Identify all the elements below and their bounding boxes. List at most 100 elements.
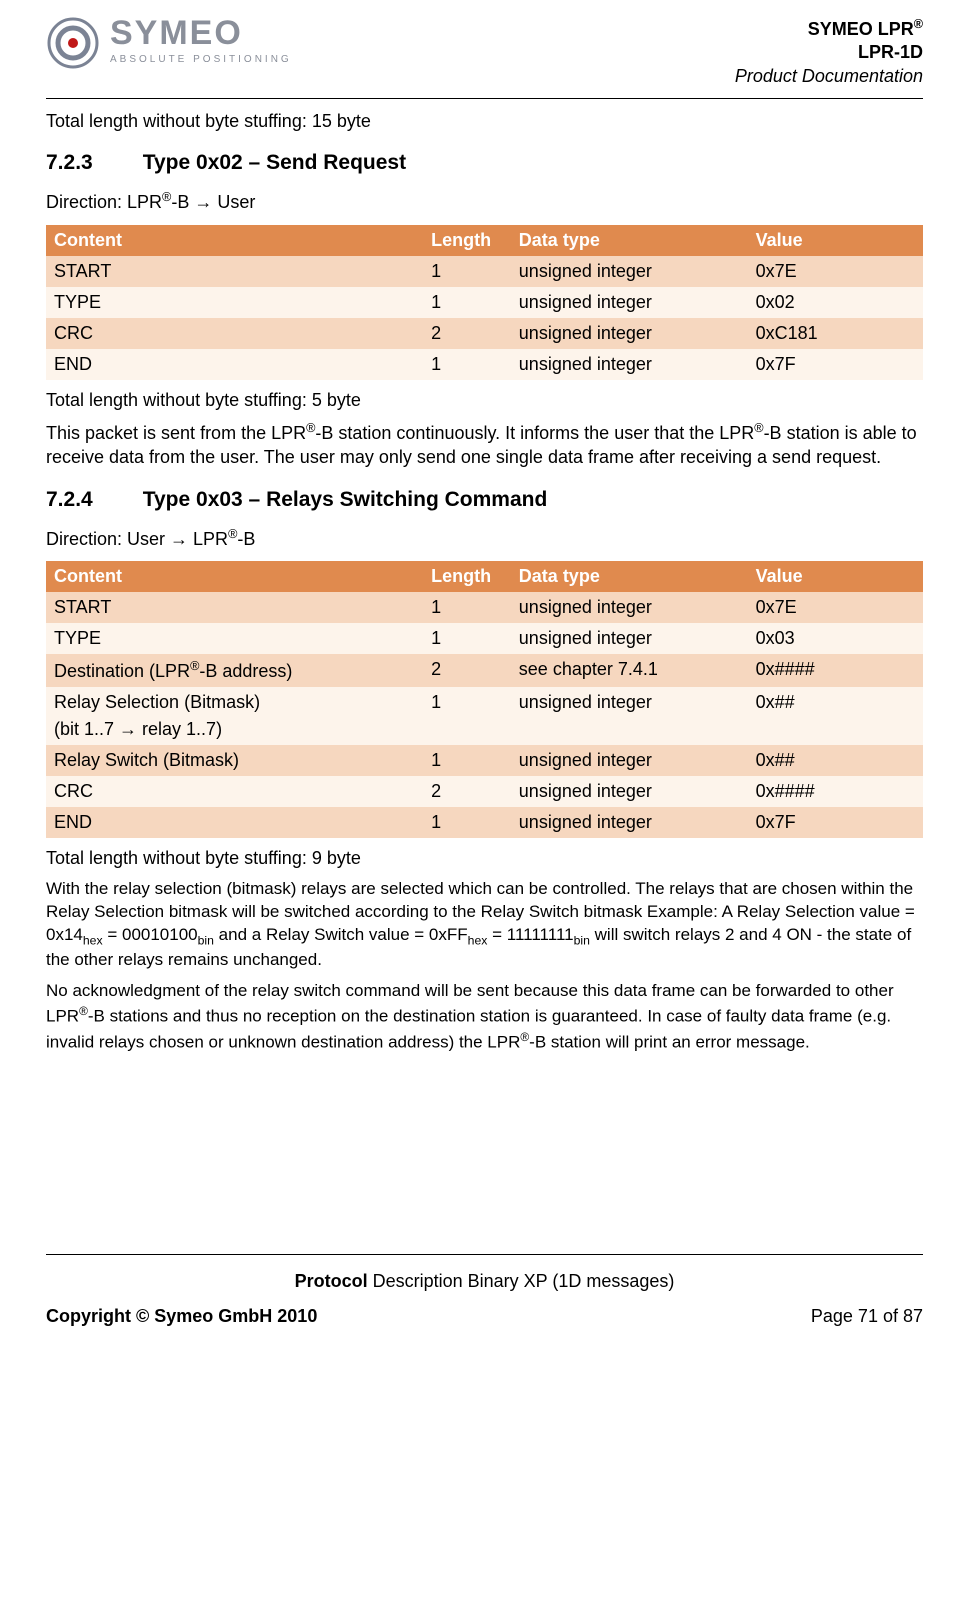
cell: 1 (423, 807, 511, 838)
cell: TYPE (46, 623, 423, 654)
text: = 11111111 (487, 925, 573, 944)
text: (bit 1..7 → relay 1..7) (54, 719, 415, 740)
registered-sup: ® (228, 527, 237, 541)
cell: 1 (423, 349, 511, 380)
registered-sup: ® (520, 1030, 529, 1044)
table-row: END 1 unsigned integer 0x7F (46, 349, 923, 380)
registered-sup: ® (914, 17, 923, 31)
footer-rule (46, 1254, 923, 1255)
cell: START (46, 256, 423, 287)
text: Destination (LPR (54, 661, 190, 681)
direction-2: Direction: User → LPR®-B (46, 526, 923, 551)
cell: 0x7F (748, 807, 923, 838)
footer: Protocol Description Binary XP (1D messa… (46, 1254, 923, 1327)
table-row: Relay Switch (Bitmask) 1 unsigned intege… (46, 745, 923, 776)
table-row: START 1 unsigned integer 0x7E (46, 592, 923, 623)
cell: 0x#### (748, 776, 923, 807)
cell: 0x03 (748, 623, 923, 654)
cell: 0x7F (748, 349, 923, 380)
cell: 0x## (748, 745, 923, 776)
section-num: 7.2.3 (46, 151, 93, 175)
th-value: Value (748, 561, 923, 592)
table-row: TYPE 1 unsigned integer 0x02 (46, 287, 923, 318)
direction-2-suffix: -B (237, 529, 255, 549)
text: Relay Selection (Bitmask) (54, 692, 415, 713)
page: SYMEO ABSOLUTE POSITIONING SYMEO LPR® LP… (0, 0, 969, 1357)
brand-main: SYMEO (110, 16, 292, 50)
section-7-2-4-heading: 7.2.4 Type 0x03 – Relays Switching Comman… (46, 488, 923, 512)
table-row: CRC 2 unsigned integer 0xC181 (46, 318, 923, 349)
cell: 1 (423, 623, 511, 654)
cell: 1 (423, 287, 511, 318)
after-t1-line: Total length without byte stuffing: 5 by… (46, 388, 923, 412)
cell: unsigned integer (511, 287, 748, 318)
section-title: Type 0x02 – Send Request (143, 151, 406, 174)
cell: START (46, 592, 423, 623)
table-head: Content Length Data type Value (46, 561, 923, 592)
th-dtype: Data type (511, 561, 748, 592)
section-title: Type 0x03 – Relays Switching Command (143, 488, 548, 511)
header-line1-text: SYMEO LPR (808, 19, 914, 39)
sub: bin (574, 934, 590, 948)
header-line2: LPR-1D (735, 41, 923, 64)
direction-1-prefix: Direction: LPR (46, 192, 162, 212)
table-head: Content Length Data type Value (46, 225, 923, 256)
cell: CRC (46, 776, 423, 807)
brand-sub: ABSOLUTE POSITIONING (110, 54, 292, 65)
cell: 2 (423, 776, 511, 807)
table-relays-command: Content Length Data type Value START 1 u… (46, 561, 923, 838)
registered-sup: ® (79, 1004, 88, 1018)
th-length: Length (423, 561, 511, 592)
registered-sup: ® (190, 659, 199, 673)
footer-center-strong: Protocol (295, 1271, 368, 1291)
section-num: 7.2.4 (46, 488, 93, 512)
th-content: Content (46, 561, 423, 592)
th-content: Content (46, 225, 423, 256)
cell: 0x#### (748, 654, 923, 687)
logo-text: SYMEO ABSOLUTE POSITIONING (110, 16, 292, 65)
cell: unsigned integer (511, 318, 748, 349)
header-line1: SYMEO LPR® (735, 16, 923, 41)
cell: 1 (423, 592, 511, 623)
direction-1: Direction: LPR®-B → User (46, 189, 923, 214)
footer-center-rest: Description Binary XP (1D messages) (368, 1271, 675, 1291)
page-number: Page 71 of 87 (811, 1306, 923, 1327)
logo-block: SYMEO ABSOLUTE POSITIONING (46, 16, 292, 75)
sub: hex (83, 934, 103, 948)
header-line3: Product Documentation (735, 65, 923, 88)
registered-sup: ® (754, 421, 763, 435)
th-dtype: Data type (511, 225, 748, 256)
cell: 1 (423, 745, 511, 776)
table-row: TYPE 1 unsigned integer 0x03 (46, 623, 923, 654)
cell: END (46, 349, 423, 380)
cell: 0x02 (748, 287, 923, 318)
cell: unsigned integer (511, 807, 748, 838)
cell-destination: Destination (LPR®-B address) (46, 654, 423, 687)
page-header: SYMEO ABSOLUTE POSITIONING SYMEO LPR® LP… (46, 16, 923, 94)
cell: unsigned integer (511, 776, 748, 807)
no-ack-para: No acknowledgment of the relay switch co… (46, 980, 923, 1054)
text: -B address) (199, 661, 292, 681)
table-row: Relay Selection (Bitmask) (bit 1..7 → re… (46, 687, 923, 745)
cell: Relay Switch (Bitmask) (46, 745, 423, 776)
cell: 0x## (748, 687, 923, 745)
text: -B station will print an error message. (529, 1032, 810, 1051)
cell-relay-selection: Relay Selection (Bitmask) (bit 1..7 → re… (46, 687, 423, 745)
cell: unsigned integer (511, 592, 748, 623)
direction-1-suffix: -B → User (171, 192, 255, 212)
cell: unsigned integer (511, 256, 748, 287)
relay-example-para: With the relay selection (bitmask) relay… (46, 878, 923, 972)
text: and a Relay Switch value = 0xFF (214, 925, 468, 944)
cell: 2 (423, 318, 511, 349)
after-t2-line: Total length without byte stuffing: 9 by… (46, 846, 923, 870)
cell: 2 (423, 654, 511, 687)
cell: CRC (46, 318, 423, 349)
table-send-request: Content Length Data type Value START 1 u… (46, 225, 923, 380)
cell: unsigned integer (511, 623, 748, 654)
text: This packet is sent from the LPR (46, 423, 306, 443)
copyright: Copyright © Symeo GmbH 2010 (46, 1306, 317, 1327)
registered-sup: ® (306, 421, 315, 435)
cell: 0x7E (748, 592, 923, 623)
th-length: Length (423, 225, 511, 256)
table-row: CRC 2 unsigned integer 0x#### (46, 776, 923, 807)
